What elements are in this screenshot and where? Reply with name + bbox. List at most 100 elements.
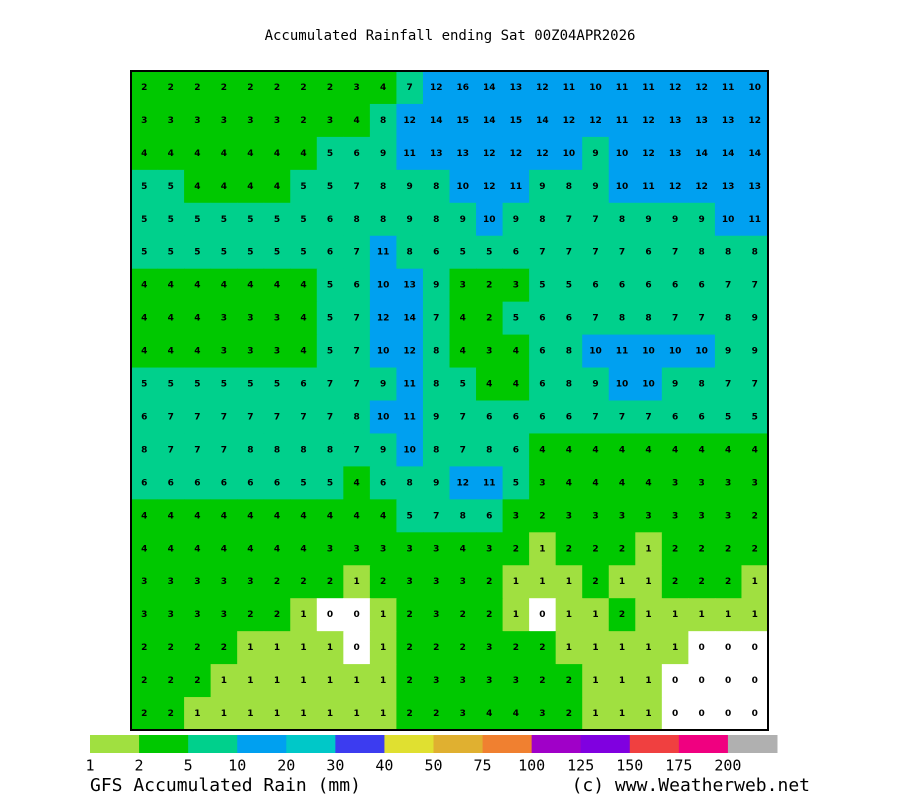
cell-value: 2 bbox=[592, 577, 598, 587]
rain-cell bbox=[422, 631, 450, 665]
rain-cell bbox=[290, 334, 318, 369]
rain-cell bbox=[263, 466, 291, 500]
cell-value: 12 bbox=[457, 478, 470, 488]
cell-value: 7 bbox=[592, 412, 598, 422]
title: Accumulated Rainfall ending Sat 00Z04APR… bbox=[265, 28, 636, 44]
cell-value: 4 bbox=[300, 281, 306, 291]
cell-value: 1 bbox=[247, 676, 253, 686]
rain-cell bbox=[369, 433, 397, 467]
rain-cell bbox=[157, 532, 185, 566]
rain-cell bbox=[131, 433, 159, 467]
cell-value: 11 bbox=[616, 347, 629, 357]
cell-value: 11 bbox=[403, 149, 416, 159]
cell-value: 8 bbox=[327, 445, 333, 455]
rain-cell bbox=[582, 268, 610, 303]
rain-cell bbox=[263, 631, 291, 665]
cell-value: 8 bbox=[353, 412, 359, 422]
rain-cell bbox=[210, 169, 238, 204]
cell-value: 8 bbox=[433, 182, 439, 192]
rain-cell bbox=[210, 433, 238, 467]
cell-value: 5 bbox=[141, 380, 147, 390]
cell-value: 4 bbox=[513, 347, 519, 357]
rain-cell bbox=[714, 400, 742, 434]
cell-value: 7 bbox=[353, 445, 359, 455]
rain-cell bbox=[714, 136, 742, 171]
cell-value: 8 bbox=[699, 248, 705, 258]
rain-cell bbox=[555, 664, 583, 698]
cell-value: 4 bbox=[353, 511, 359, 521]
cell-value: 1 bbox=[592, 709, 598, 719]
cell-value: 4 bbox=[353, 478, 359, 488]
cell-value: 2 bbox=[274, 610, 280, 620]
rain-cell bbox=[688, 169, 716, 204]
rain-cell bbox=[210, 136, 238, 171]
cell-value: 3 bbox=[460, 577, 466, 587]
cell-value: 1 bbox=[327, 676, 333, 686]
cell-value: 4 bbox=[274, 281, 280, 291]
rain-cell bbox=[582, 169, 610, 204]
rain-cell bbox=[449, 697, 477, 731]
rain-cell bbox=[688, 367, 716, 401]
cell-value: 9 bbox=[672, 215, 678, 225]
rain-cell bbox=[290, 565, 318, 599]
rain-cell bbox=[555, 71, 583, 105]
rain-cell bbox=[290, 433, 318, 467]
rain-cell bbox=[741, 400, 769, 434]
cell-value: 1 bbox=[592, 643, 598, 653]
rain-cell bbox=[210, 367, 238, 401]
cell-value: 11 bbox=[722, 83, 735, 93]
cell-value: 11 bbox=[563, 83, 576, 93]
cell-value: 7 bbox=[221, 412, 227, 422]
cell-value: 5 bbox=[460, 248, 466, 258]
cell-value: 13 bbox=[430, 149, 443, 159]
cell-value: 5 bbox=[221, 380, 227, 390]
cell-value: 2 bbox=[513, 643, 519, 653]
rain-cell bbox=[661, 598, 689, 632]
rain-cell bbox=[369, 565, 397, 599]
cell-value: 5 bbox=[327, 149, 333, 159]
rain-cell bbox=[635, 664, 663, 698]
cell-value: 9 bbox=[592, 149, 598, 159]
cell-value: 4 bbox=[168, 544, 174, 554]
rain-cell bbox=[635, 367, 663, 401]
cell-value: 2 bbox=[619, 610, 625, 620]
cell-value: 6 bbox=[672, 412, 678, 422]
rain-cell bbox=[184, 334, 212, 369]
cell-value: 10 bbox=[563, 149, 576, 159]
rain-cell bbox=[635, 202, 663, 237]
rain-cell bbox=[608, 400, 636, 434]
cell-value: 14 bbox=[483, 116, 496, 126]
cell-value: 3 bbox=[433, 577, 439, 587]
cell-value: 8 bbox=[433, 347, 439, 357]
rain-cell bbox=[343, 532, 371, 566]
cell-value: 2 bbox=[300, 577, 306, 587]
cell-value: 0 bbox=[327, 610, 333, 620]
rain-cell bbox=[343, 71, 371, 105]
rain-cell bbox=[184, 202, 212, 237]
rain-cell bbox=[237, 103, 265, 138]
cell-value: 4 bbox=[300, 544, 306, 554]
rain-cell bbox=[184, 301, 212, 336]
cell-value: 11 bbox=[403, 412, 416, 422]
rain-cell bbox=[396, 631, 424, 665]
cell-value: 2 bbox=[752, 544, 758, 554]
cell-value: 4 bbox=[221, 544, 227, 554]
legend-label: 2 bbox=[135, 757, 144, 775]
rain-cell bbox=[476, 301, 504, 336]
rain-cell bbox=[263, 367, 291, 401]
rain-cell bbox=[184, 103, 212, 138]
rain-cell bbox=[714, 169, 742, 204]
cell-value: 9 bbox=[592, 182, 598, 192]
cell-value: 4 bbox=[274, 149, 280, 159]
rain-cell bbox=[369, 301, 397, 336]
cell-value: 4 bbox=[592, 478, 598, 488]
cell-value: 7 bbox=[168, 445, 174, 455]
cell-value: 12 bbox=[669, 182, 682, 192]
rain-cell bbox=[210, 202, 238, 237]
cell-value: 4 bbox=[274, 544, 280, 554]
map: 2 2 2 2 2 2 2 2 3 4 7 12 16 14 13 12 11 10 11 11 12 12 11 103 3 3… bbox=[131, 71, 769, 731]
cell-value: 12 bbox=[669, 83, 682, 93]
rain-cell bbox=[131, 664, 159, 698]
rain-cell bbox=[449, 664, 477, 698]
rain-cell bbox=[741, 202, 769, 237]
